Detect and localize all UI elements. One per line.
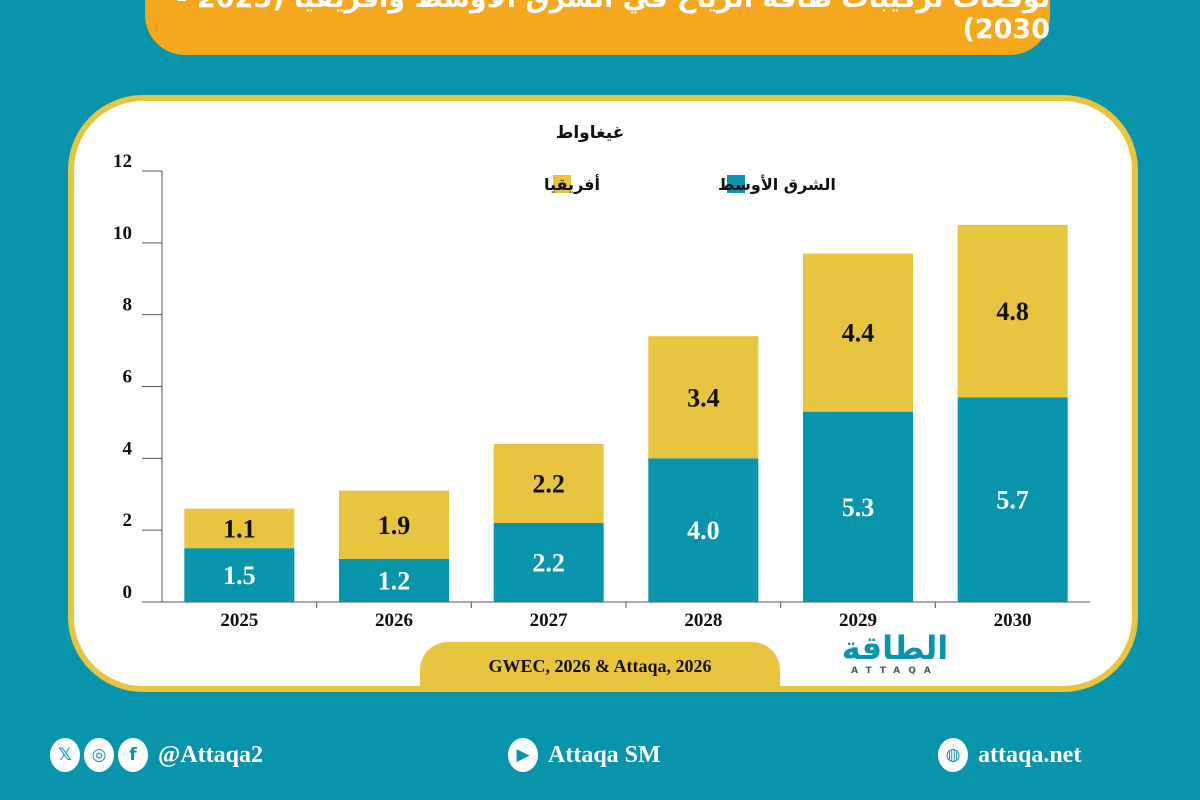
- data-label: 2.2: [532, 469, 565, 498]
- footer-social: 𝕏 ◎ f @Attaqa2: [50, 735, 263, 775]
- youtube-icon[interactable]: ▶: [508, 738, 538, 772]
- footer-website: ◍ attaqa.net: [938, 735, 1081, 775]
- data-label: 1.5: [223, 561, 256, 590]
- y-tick-label: 6: [123, 367, 133, 388]
- bar-segment-middle-east: [648, 458, 759, 602]
- page-title: توقعات تركيبات طاقة الرياح في الشرق الأو…: [145, 0, 1050, 55]
- bar-segment-middle-east: [493, 522, 604, 602]
- y-tick-label: 10: [113, 223, 132, 244]
- youtube-channel[interactable]: Attaqa SM: [548, 741, 661, 768]
- y-tick-label: 0: [123, 582, 133, 603]
- y-tick-label: 2: [123, 510, 133, 531]
- x-tick-label: 2027: [530, 610, 569, 631]
- data-label: 3.4: [687, 383, 720, 412]
- legend-swatch-middle-east: [727, 175, 745, 193]
- x-icon[interactable]: 𝕏: [50, 738, 80, 772]
- bar-segment-africa: [184, 508, 295, 549]
- data-label: 5.7: [996, 486, 1029, 515]
- footer-youtube: ▶ Attaqa SM: [508, 735, 661, 775]
- data-label: 1.2: [378, 566, 411, 595]
- x-tick-label: 2030: [994, 610, 1032, 631]
- facebook-icon[interactable]: f: [118, 738, 148, 772]
- data-label: 4.0: [687, 516, 720, 545]
- data-label: 2.2: [532, 548, 565, 577]
- bar-segment-africa: [648, 336, 759, 459]
- social-handle[interactable]: @Attaqa2: [158, 741, 263, 768]
- x-tick-label: 2025: [220, 610, 258, 631]
- bar-segment-middle-east: [339, 558, 449, 602]
- bar-segment-africa: [493, 443, 604, 523]
- y-axis-label: غيغاواط: [556, 123, 625, 143]
- globe-icon[interactable]: ◍: [938, 738, 968, 772]
- logo-latin: ATTAQA: [851, 666, 939, 676]
- bar-segment-middle-east: [803, 411, 913, 602]
- bar-segment-middle-east: [184, 548, 295, 602]
- instagram-icon[interactable]: ◎: [84, 738, 114, 772]
- data-label: 4.8: [996, 297, 1029, 326]
- x-tick-label: 2026: [375, 610, 413, 631]
- bar-segment-africa: [339, 490, 449, 559]
- y-tick-label: 12: [113, 151, 132, 172]
- attaqa-logo: الطاقة ATTAQA: [825, 630, 965, 685]
- bar-segment-africa: [803, 253, 913, 412]
- legend-label-middle-east: الشرق الأوسط: [718, 175, 836, 194]
- legend-label-africa: أفريقيا: [544, 174, 600, 194]
- data-label: 1.9: [378, 511, 411, 540]
- y-tick-label: 4: [123, 438, 133, 459]
- legend-swatch-africa: [553, 175, 571, 193]
- y-tick-label: 8: [123, 295, 133, 316]
- website-link[interactable]: attaqa.net: [978, 741, 1082, 768]
- data-label: 4.4: [842, 319, 875, 348]
- bar-segment-africa: [957, 224, 1068, 398]
- legend: الشرق الأوسط أفريقيا: [544, 174, 836, 194]
- data-label: 1.1: [223, 514, 256, 543]
- x-tick-label: 2028: [684, 610, 722, 631]
- data-label: 5.3: [842, 493, 875, 522]
- x-tick-label: 2029: [839, 610, 877, 631]
- source-label: GWEC, 2026 & Attaqa, 2026: [420, 642, 780, 690]
- bar-segment-middle-east: [957, 397, 1068, 602]
- logo-arabic: الطاقة: [841, 629, 949, 667]
